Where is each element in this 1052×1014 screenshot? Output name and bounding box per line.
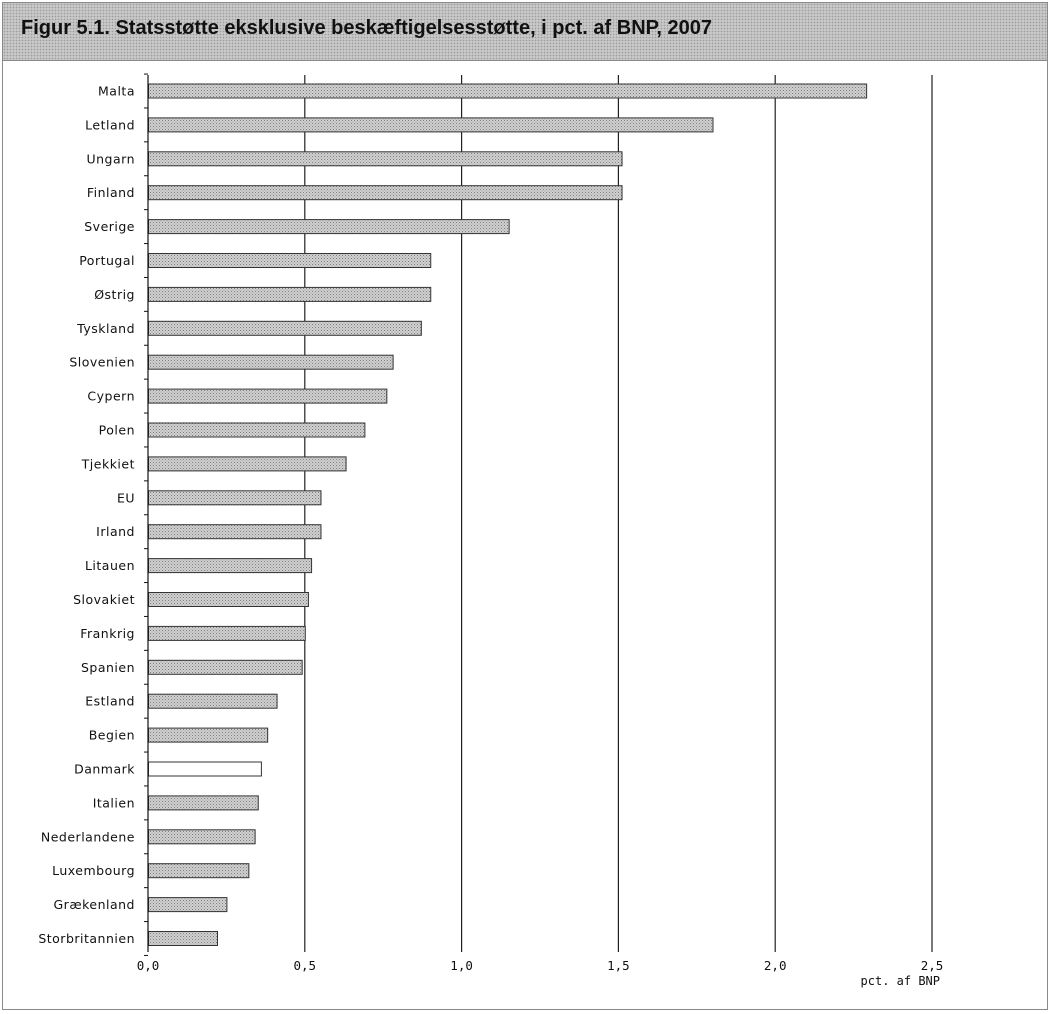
y-axis [144,73,149,956]
bar-slovakiet [148,592,309,607]
bar-eu [148,490,322,506]
bar-spanien [148,659,303,675]
bar-irland [148,524,322,540]
category-label: Slovakiet [73,592,135,607]
bar-tjekkiet [148,456,347,472]
category-label: Grækenland [54,897,136,912]
grid-lines [304,75,933,952]
bar-litauen [148,558,313,574]
bar-frankrig [148,625,306,641]
category-label: Spanien [81,660,135,675]
bar-finland [148,185,623,201]
x-tick-label: 0,0 [137,958,160,973]
bar-nederlandene [148,829,256,845]
category-label: Slovenien [69,355,135,370]
title-bar: Figur 5.1. Statsstøtte eksklusive beskæf… [3,3,1047,61]
bar-italien [148,795,259,811]
bar-storbritannien [148,931,218,946]
bars [148,83,868,946]
category-label: Letland [85,117,135,132]
category-label: Storbritannien [38,931,135,946]
category-label: EU [117,490,135,505]
category-label: Polen [99,423,135,438]
bar-cypern [148,388,388,404]
x-tick-label: 1,0 [450,958,473,973]
category-label: Tyskland [76,321,135,336]
bar-østrig [148,286,432,302]
bar-slovenien [148,354,394,370]
bar-malta [148,83,868,99]
bar-estland [148,693,278,709]
category-label: Irland [96,524,135,539]
category-label: Begien [89,728,135,743]
category-label: Finland [87,185,135,200]
x-tick-label: 1,5 [607,958,630,973]
bar-ungarn [148,151,623,167]
chart-title: Figur 5.1. Statsstøtte eksklusive beskæf… [21,17,713,39]
bar-portugal [148,253,432,268]
category-label: Italien [93,795,135,810]
category-label: Frankrig [80,626,135,641]
bar-grækenland [148,897,228,913]
x-tick-label: 2,5 [921,958,944,973]
bar-letland [148,117,714,133]
x-axis-unit-label: pct. af BNP [861,974,940,988]
bar-luxembourg [148,863,250,879]
category-label: Ungarn [86,151,135,166]
category-label: Estland [85,694,135,709]
category-label: Litauen [85,558,135,573]
category-label: Portugal [79,253,135,268]
bar-polen [148,422,366,438]
category-label: Cypern [87,389,135,404]
category-label: Danmark [74,762,135,777]
x-tick-label: 2,0 [764,958,787,973]
category-label: Nederlandene [41,829,135,844]
bar-tyskland [148,320,422,336]
category-label: Tjekkiet [81,456,135,471]
category-labels: Malta Letland Ungarn Finland Sverige Portugal… [38,84,136,947]
category-label: Luxembourg [52,863,135,878]
bar-begien [148,727,269,743]
category-label: Sverige [84,219,135,234]
bar-danmark [148,761,262,777]
bar-sverige [148,219,510,235]
x-tick-label: 0,5 [294,958,317,973]
category-label: Østrig [94,287,135,302]
x-tick-labels: 0,0 0,5 1,0 1,5 2,0 2,5 [137,958,944,973]
category-label: Malta [98,84,135,99]
